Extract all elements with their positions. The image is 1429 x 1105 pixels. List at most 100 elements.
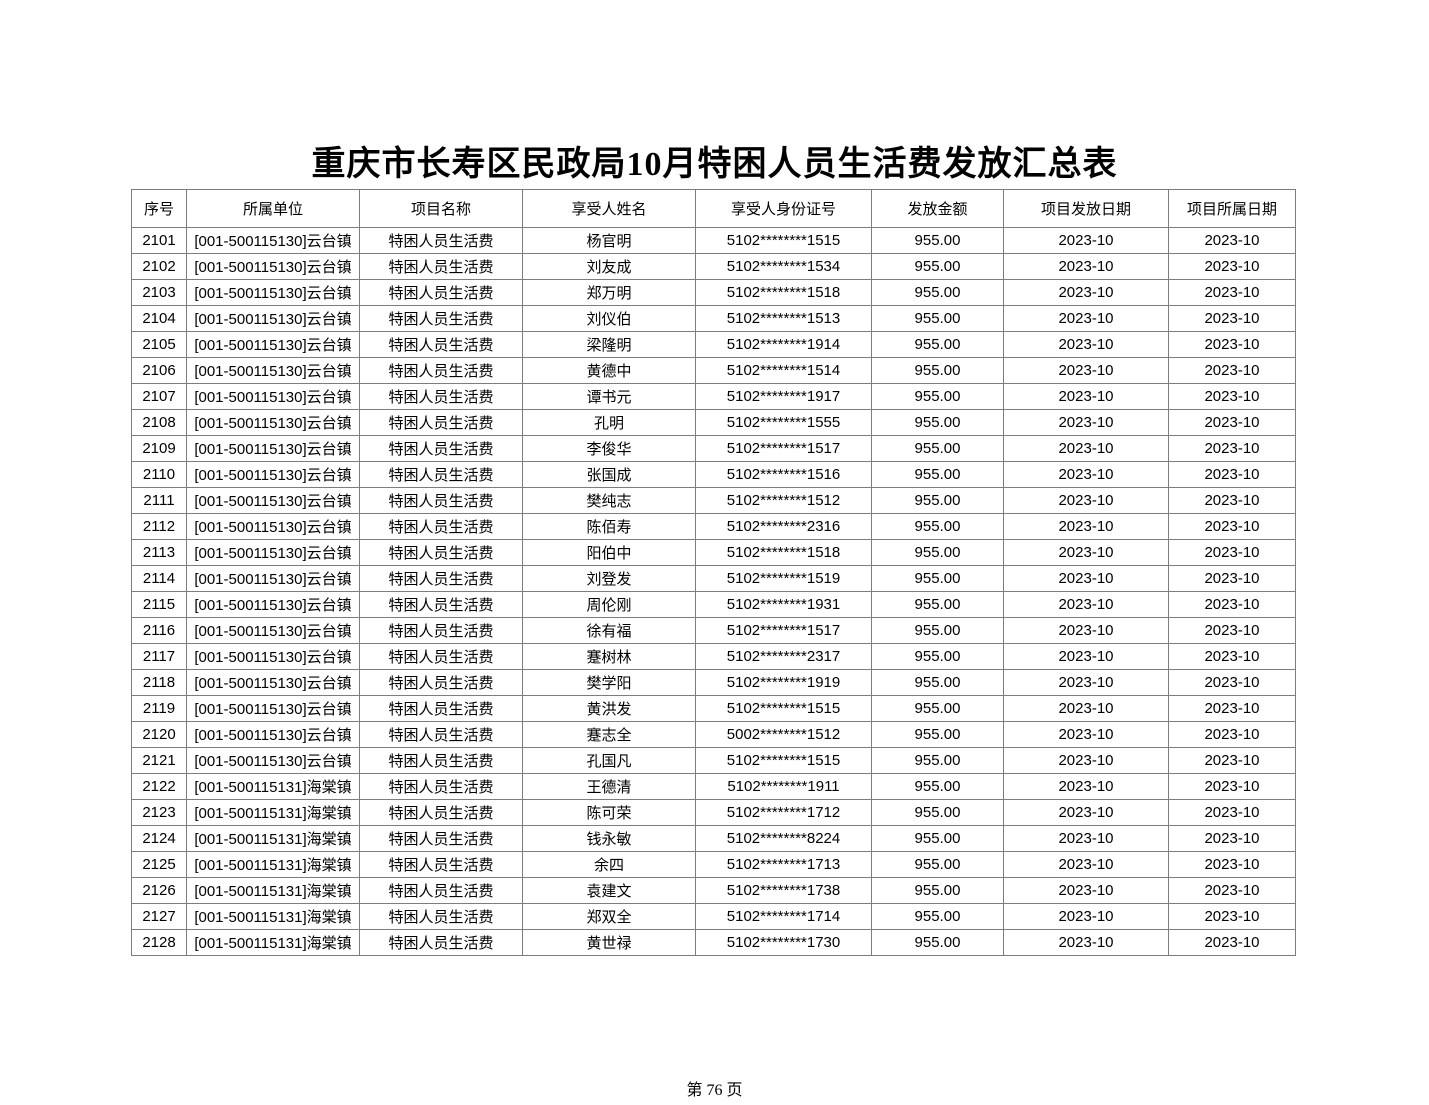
table-row: 2108 [001-500115130]云台镇 特困人员生活费 孔明 5102*****…: [131, 409, 1296, 436]
table-row: 2127 [001-500115131]海棠镇 特困人员生活费 郑双全 5102****…: [131, 903, 1296, 930]
cell-project: 特困人员生活费: [359, 825, 523, 852]
table-row: 2117 [001-500115130]云台镇 特困人员生活费 蹇树林 5102****…: [131, 643, 1296, 670]
cell-project: 特困人员生活费: [359, 383, 523, 410]
cell-unit: [001-500115130]云台镇: [186, 487, 360, 514]
cell-period: 2023-10: [1168, 513, 1296, 540]
cell-amount: 955.00: [871, 799, 1004, 826]
cell-serial: 2113: [131, 539, 187, 566]
cell-amount: 955.00: [871, 253, 1004, 280]
cell-period: 2023-10: [1168, 669, 1296, 696]
cell-beneficiary: 刘登发: [522, 565, 696, 592]
cell-id_number: 5102********1515: [695, 747, 872, 774]
cell-project: 特困人员生活费: [359, 695, 523, 722]
cell-beneficiary: 刘仪伯: [522, 305, 696, 332]
cell-unit: [001-500115131]海棠镇: [186, 851, 360, 878]
cell-issue_date: 2023-10: [1003, 747, 1169, 774]
cell-issue_date: 2023-10: [1003, 695, 1169, 722]
cell-unit: [001-500115130]云台镇: [186, 617, 360, 644]
cell-unit: [001-500115130]云台镇: [186, 591, 360, 618]
cell-unit: [001-500115130]云台镇: [186, 565, 360, 592]
cell-amount: 955.00: [871, 565, 1004, 592]
cell-project: 特困人员生活费: [359, 253, 523, 280]
cell-amount: 955.00: [871, 643, 1004, 670]
cell-beneficiary: 梁隆明: [522, 331, 696, 358]
cell-serial: 2120: [131, 721, 187, 748]
cell-serial: 2122: [131, 773, 187, 800]
cell-id_number: 5102********1516: [695, 461, 872, 488]
cell-issue_date: 2023-10: [1003, 773, 1169, 800]
table-row: 2113 [001-500115130]云台镇 特困人员生活费 阳伯中 5102****…: [131, 539, 1296, 566]
cell-id_number: 5102********1515: [695, 227, 872, 254]
table-row: 2118 [001-500115130]云台镇 特困人员生活费 樊学阳 5102****…: [131, 669, 1296, 696]
cell-amount: 955.00: [871, 305, 1004, 332]
cell-period: 2023-10: [1168, 331, 1296, 358]
cell-unit: [001-500115130]云台镇: [186, 383, 360, 410]
cell-id_number: 5102********1534: [695, 253, 872, 280]
cell-project: 特困人员生活费: [359, 227, 523, 254]
cell-amount: 955.00: [871, 825, 1004, 852]
cell-period: 2023-10: [1168, 773, 1296, 800]
cell-issue_date: 2023-10: [1003, 305, 1169, 332]
cell-period: 2023-10: [1168, 825, 1296, 852]
column-header-beneficiary: 享受人姓名: [522, 189, 696, 228]
cell-id_number: 5102********1517: [695, 617, 872, 644]
cell-project: 特困人员生活费: [359, 305, 523, 332]
cell-project: 特困人员生活费: [359, 877, 523, 904]
table-row: 2114 [001-500115130]云台镇 特困人员生活费 刘登发 5102****…: [131, 565, 1296, 592]
cell-beneficiary: 陈可荣: [522, 799, 696, 826]
cell-id_number: 5102********8224: [695, 825, 872, 852]
cell-issue_date: 2023-10: [1003, 591, 1169, 618]
cell-beneficiary: 王德清: [522, 773, 696, 800]
cell-issue_date: 2023-10: [1003, 877, 1169, 904]
cell-period: 2023-10: [1168, 565, 1296, 592]
table-row: 2123 [001-500115131]海棠镇 特困人员生活费 陈可荣 5102****…: [131, 799, 1296, 826]
cell-serial: 2107: [131, 383, 187, 410]
cell-serial: 2111: [131, 487, 187, 514]
cell-serial: 2104: [131, 305, 187, 332]
cell-issue_date: 2023-10: [1003, 383, 1169, 410]
cell-unit: [001-500115130]云台镇: [186, 331, 360, 358]
cell-issue_date: 2023-10: [1003, 227, 1169, 254]
cell-beneficiary: 郑万明: [522, 279, 696, 306]
cell-serial: 2127: [131, 903, 187, 930]
cell-project: 特困人员生活费: [359, 513, 523, 540]
cell-id_number: 5102********1914: [695, 331, 872, 358]
cell-period: 2023-10: [1168, 799, 1296, 826]
cell-issue_date: 2023-10: [1003, 487, 1169, 514]
cell-period: 2023-10: [1168, 383, 1296, 410]
cell-beneficiary: 樊学阳: [522, 669, 696, 696]
cell-issue_date: 2023-10: [1003, 799, 1169, 826]
cell-period: 2023-10: [1168, 929, 1296, 956]
cell-serial: 2119: [131, 695, 187, 722]
cell-project: 特困人员生活费: [359, 929, 523, 956]
cell-unit: [001-500115130]云台镇: [186, 253, 360, 280]
cell-id_number: 5002********1512: [695, 721, 872, 748]
column-header-amount: 发放金额: [871, 189, 1004, 228]
cell-serial: 2108: [131, 409, 187, 436]
cell-amount: 955.00: [871, 591, 1004, 618]
cell-serial: 2125: [131, 851, 187, 878]
cell-serial: 2102: [131, 253, 187, 280]
cell-beneficiary: 孔国凡: [522, 747, 696, 774]
cell-serial: 2110: [131, 461, 187, 488]
cell-unit: [001-500115130]云台镇: [186, 721, 360, 748]
page-title: 重庆市长寿区民政局10月特困人员生活费发放汇总表: [311, 146, 1118, 183]
cell-serial: 2128: [131, 929, 187, 956]
cell-unit: [001-500115131]海棠镇: [186, 799, 360, 826]
cell-issue_date: 2023-10: [1003, 513, 1169, 540]
cell-id_number: 5102********1512: [695, 487, 872, 514]
cell-period: 2023-10: [1168, 357, 1296, 384]
cell-unit: [001-500115130]云台镇: [186, 435, 360, 462]
table-row: 2102 [001-500115130]云台镇 特困人员生活费 刘友成 5102****…: [131, 253, 1296, 280]
cell-amount: 955.00: [871, 747, 1004, 774]
cell-project: 特困人员生活费: [359, 591, 523, 618]
cell-unit: [001-500115130]云台镇: [186, 539, 360, 566]
cell-serial: 2116: [131, 617, 187, 644]
cell-serial: 2105: [131, 331, 187, 358]
cell-id_number: 5102********1518: [695, 279, 872, 306]
cell-unit: [001-500115130]云台镇: [186, 279, 360, 306]
cell-period: 2023-10: [1168, 851, 1296, 878]
cell-id_number: 5102********1919: [695, 669, 872, 696]
cell-serial: 2106: [131, 357, 187, 384]
